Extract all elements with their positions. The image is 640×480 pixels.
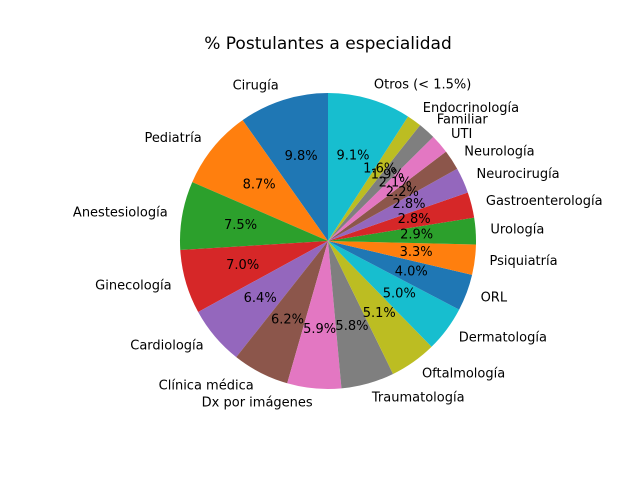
pie-slice-oftalmologia xyxy=(328,241,432,374)
percent-label-dx-por-imagenes: 5.9% xyxy=(303,322,336,337)
percent-label-familiar: 1.9% xyxy=(371,167,404,182)
category-label-anestesiologia: Anestesiología xyxy=(73,205,168,220)
pie-slice-clinica-medica xyxy=(236,241,328,384)
category-labels: Cirugía Pediatría Anestesiología Ginecologí… xyxy=(73,77,603,410)
pie-slice-traumatologia xyxy=(328,241,394,389)
pie-slice-dermatologia xyxy=(328,241,460,347)
pie-slice-familiar xyxy=(328,125,434,241)
pie-slice-psiquiatria xyxy=(328,241,476,275)
percent-label-traumatologia: 5.8% xyxy=(335,319,368,334)
pie-slice-uti xyxy=(328,136,446,241)
pie-slice-gastroenterologia xyxy=(328,192,475,241)
percent-label-anestesiologia: 7.5% xyxy=(224,218,257,233)
percent-label-psiquiatria: 3.3% xyxy=(400,245,433,260)
pie-slice-cardiologia xyxy=(198,241,328,358)
category-label-pediatria: Pediatría xyxy=(144,131,201,146)
percent-label-gastroenterologia: 2.8% xyxy=(398,212,431,227)
category-label-clinica-medica: Clínica médica xyxy=(159,378,254,393)
percent-label-urologia: 2.9% xyxy=(400,228,433,243)
pie-slice-orl xyxy=(328,241,473,310)
percent-label-ginecologia: 7.0% xyxy=(226,258,259,273)
category-label-cirugia: Cirugía xyxy=(233,78,279,93)
category-label-neurocirugia: Neurocirugía xyxy=(477,167,560,182)
percent-label-dermatologia: 5.0% xyxy=(383,286,416,301)
category-label-oftalmologia: Oftalmología xyxy=(422,366,505,381)
pie-slice-urologia xyxy=(328,217,477,245)
category-label-psiquiatria: Psiquiatría xyxy=(489,254,557,269)
category-label-traumatologia: Traumatología xyxy=(371,390,465,405)
chart-title: % Postulantes a especialidad xyxy=(204,34,452,54)
pie-slice-cirugia xyxy=(242,93,328,241)
percent-label-cardiologia: 6.4% xyxy=(244,291,277,306)
pie-slice-neurocirugia xyxy=(328,168,468,241)
percent-label-oftalmologia: 5.1% xyxy=(363,306,396,321)
percent-label-neurocirugia: 2.8% xyxy=(392,197,425,212)
pie-slice-otros-1-5 xyxy=(328,93,409,241)
pie-slice-dx-por-imagenes xyxy=(287,241,342,389)
category-label-otros-1-5: Otros (< 1.5%) xyxy=(374,77,471,92)
category-label-orl: ORL xyxy=(481,290,508,305)
percent-label-pediatria: 8.7% xyxy=(243,177,276,192)
category-label-neurologia: Neurología xyxy=(464,144,534,159)
percent-label-neurologia: 2.2% xyxy=(386,185,419,200)
percent-label-clinica-medica: 6.2% xyxy=(271,313,304,328)
category-label-uti: UTI xyxy=(451,127,472,142)
category-label-familiar: Familiar xyxy=(437,112,489,127)
category-label-dermatologia: Dermatología xyxy=(459,331,547,346)
category-label-cardiologia: Cardiología xyxy=(130,339,203,354)
percent-label-endocrinologia: 1.6% xyxy=(363,161,396,176)
percent-label-orl: 4.0% xyxy=(395,264,428,279)
category-label-gastroenterologia: Gastroenterología xyxy=(486,194,603,209)
percent-labels: 9.8% 8.7% 7.5% 7.0% 6.4% 6.2%5.9% 5.8%5.1% 5.0%… xyxy=(224,148,433,337)
pie-slices xyxy=(179,93,477,389)
percent-label-cirugia: 9.8% xyxy=(285,149,318,164)
pie-slice-neurologia xyxy=(328,151,458,241)
percent-label-otros-1-5: 9.1% xyxy=(337,148,370,163)
pie-slice-pediatria xyxy=(192,120,328,241)
pie-slice-endocrinologia xyxy=(328,116,421,241)
category-label-urologia: Urología xyxy=(490,223,544,238)
percent-label-uti: 2.1% xyxy=(379,175,412,190)
category-label-ginecologia: Ginecología xyxy=(95,279,171,294)
category-label-endocrinologia: Endocrinología xyxy=(423,101,519,116)
pie-slice-anestesiologia xyxy=(179,182,328,251)
pie-slice-ginecologia xyxy=(180,241,328,313)
category-label-dx-por-imagenes: Dx por imágenes xyxy=(202,396,313,411)
